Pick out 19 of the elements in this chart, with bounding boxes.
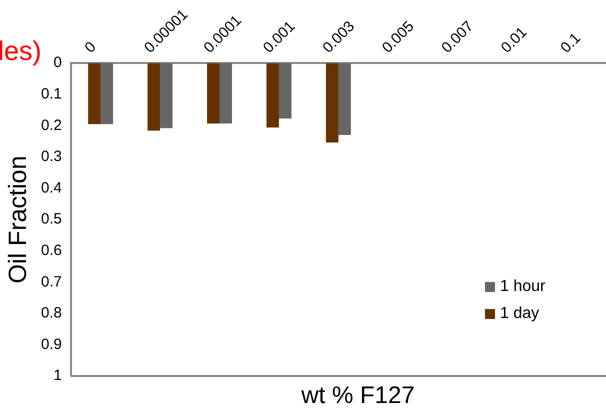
y-tick-label: 0.5 — [40, 210, 62, 228]
x-axis-title: wt % F127 — [300, 382, 416, 410]
y-tick-label: 0.7 — [40, 273, 62, 290]
y-axis-title: Oil Fraction — [4, 156, 32, 284]
text: les) — [0, 36, 42, 67]
y-tick-label: 0.6 — [40, 242, 62, 259]
x-tick-label: 0.1 — [557, 30, 584, 56]
y-tick-label: 0.9 — [40, 336, 62, 353]
legend-label: 1 hour — [500, 278, 546, 296]
y-tick-label: 1 — [54, 367, 62, 384]
y-tick-label: 0.3 — [40, 148, 62, 166]
y-tick-label: 0.8 — [40, 304, 62, 322]
y-tick-label: 0 — [54, 54, 62, 72]
x-tick-label: 0 — [82, 38, 100, 56]
y-tick-label: 0.2 — [40, 116, 62, 134]
y-tick-label: 0.4 — [40, 179, 62, 196]
x-tick-label: 0.01 — [498, 24, 530, 56]
y-tick-label: 0.1 — [40, 86, 62, 102]
legend-label: 1 day — [500, 305, 540, 323]
